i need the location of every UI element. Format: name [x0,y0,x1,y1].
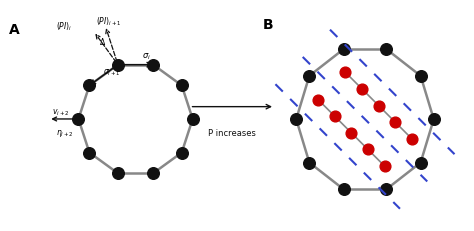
Point [340,48,347,52]
Point [358,88,366,91]
Point [383,188,390,191]
Point [383,48,390,52]
Point [342,71,349,75]
Point [340,188,347,191]
Point [306,161,313,165]
Point [114,64,122,67]
Point [331,115,338,119]
Point [430,118,438,122]
Point [364,148,372,152]
Point [292,118,300,122]
Text: $\Delta$: $\Delta$ [99,36,106,47]
Point [86,84,93,88]
Point [408,137,416,141]
Point [375,104,383,108]
Point [149,172,157,175]
Text: $\sigma_i$: $\sigma_i$ [142,51,150,61]
Point [417,75,424,78]
Text: $\sigma_{i+1}$: $\sigma_{i+1}$ [103,67,120,78]
Text: $(PI)_i$: $(PI)_i$ [55,20,72,33]
Text: $(PI)_{i+1}$: $(PI)_{i+1}$ [96,16,122,28]
Point [86,151,93,155]
Text: $\eta_{i+2}$: $\eta_{i+2}$ [56,127,74,138]
Point [178,84,185,88]
Text: P increases: P increases [208,128,256,137]
Text: A: A [9,23,19,37]
Point [114,172,122,175]
Point [392,121,399,125]
Point [381,164,388,168]
Point [178,151,185,155]
Point [189,118,196,121]
Point [75,118,82,121]
Point [306,75,313,78]
Text: B: B [263,18,273,32]
Point [417,161,424,165]
Point [347,131,355,135]
Point [149,64,157,67]
Point [314,98,322,102]
Text: $v_{i+2}$: $v_{i+2}$ [52,107,69,118]
